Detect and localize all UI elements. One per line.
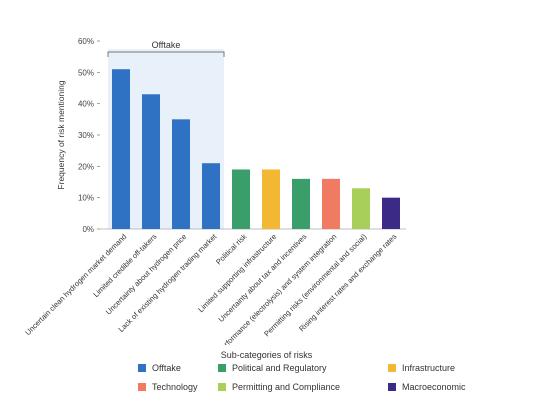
y-axis-label: Frequency of risk mentioning (56, 80, 66, 189)
bar (142, 94, 160, 230)
y-tick-label: 30% (78, 131, 94, 140)
legend-label: Offtake (152, 363, 181, 373)
y-tick-label: 60% (78, 37, 94, 46)
plot-area: Offtake 0% 10% 20% 30% 40% 50% 60% Frequency of … (23, 37, 406, 345)
legend-item: Infrastructure (388, 363, 455, 373)
legend-label: Macroeconomic (402, 382, 466, 392)
bar-chart: Offtake 0% 10% 20% 30% 40% 50% 60% Frequency of … (23, 37, 406, 345)
legend-label: Infrastructure (402, 363, 456, 373)
legend-item: Macroeconomic (388, 382, 466, 392)
legend-swatch (218, 383, 226, 391)
legend-swatch (138, 364, 146, 372)
bar (322, 178, 340, 229)
legend-swatch (218, 364, 226, 372)
y-tick-label: 10% (78, 194, 94, 203)
legend-swatch (388, 383, 396, 391)
legend-item: Offtake (138, 363, 181, 373)
legend-label: Technology (152, 382, 198, 392)
x-tick-label: Uncertain clean hydrogen market demand (23, 232, 128, 337)
bar (112, 69, 130, 229)
y-tick-label: 20% (78, 162, 94, 171)
bar (292, 178, 310, 229)
legend-label: Political and Regulatory (232, 363, 327, 373)
legend-title: Sub-categories of risks (220, 350, 313, 360)
group-label: Offtake (152, 40, 181, 50)
bar (352, 188, 370, 229)
bar (172, 119, 190, 229)
y-tick-label: 40% (78, 100, 94, 109)
legend-item: Permitting and Compliance (218, 382, 340, 392)
legend-swatch (138, 383, 146, 391)
group-bracket (107, 51, 225, 57)
legend-label: Permitting and Compliance (232, 382, 341, 392)
legend-item: Technology (138, 382, 198, 392)
y-tick-label: 0% (82, 225, 94, 234)
legend-swatch (388, 364, 396, 372)
y-tick-label: 50% (78, 68, 94, 77)
bar (202, 163, 220, 229)
legend-item: Political and Regulatory (218, 363, 327, 373)
bar (232, 169, 250, 229)
bar (262, 169, 280, 229)
bar (382, 197, 400, 229)
